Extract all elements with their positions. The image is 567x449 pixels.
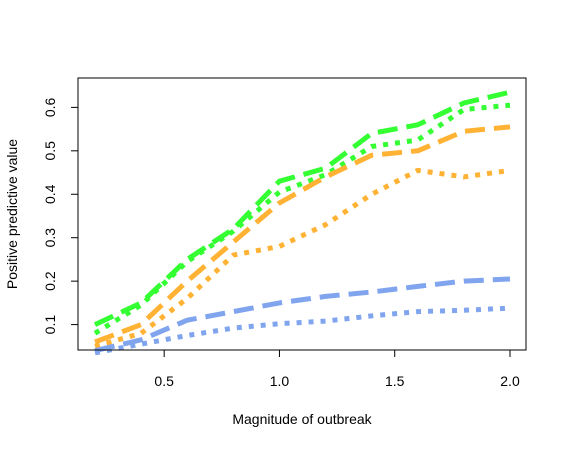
x-tick-label: 0.5	[154, 373, 174, 389]
y-tick-label: 0.3	[42, 228, 58, 248]
y-axis: 0.1 0.2 0.3 0.4 0.5 0.6	[42, 97, 79, 335]
y-tick-label: 0.5	[42, 141, 58, 161]
series-line-3-dashed	[94, 124, 511, 345]
y-tick-label: 0.6	[42, 97, 58, 117]
series-line-5-dashed	[94, 276, 511, 354]
series-line-6-dotted	[94, 305, 511, 356]
series-line-4-dotted	[94, 167, 511, 349]
y-tick-label: 0.1	[42, 315, 58, 335]
plot-frame	[77, 77, 527, 351]
y-axis-label: Positive predictive value	[4, 139, 20, 289]
x-tick-label: 2.0	[500, 373, 520, 389]
series-line-2-dotted	[93, 102, 511, 336]
y-tick-label: 0.2	[42, 271, 58, 291]
series-line-1-dashed	[93, 89, 511, 327]
x-tick-label: 1.5	[385, 373, 405, 389]
x-tick-label: 1.0	[270, 373, 290, 389]
x-axis-label: Magnitude of outbreak	[232, 411, 372, 427]
plot-lines	[93, 89, 511, 356]
x-axis: 0.5 1.0 1.5 2.0	[154, 349, 520, 389]
y-tick-label: 0.4	[42, 184, 58, 204]
